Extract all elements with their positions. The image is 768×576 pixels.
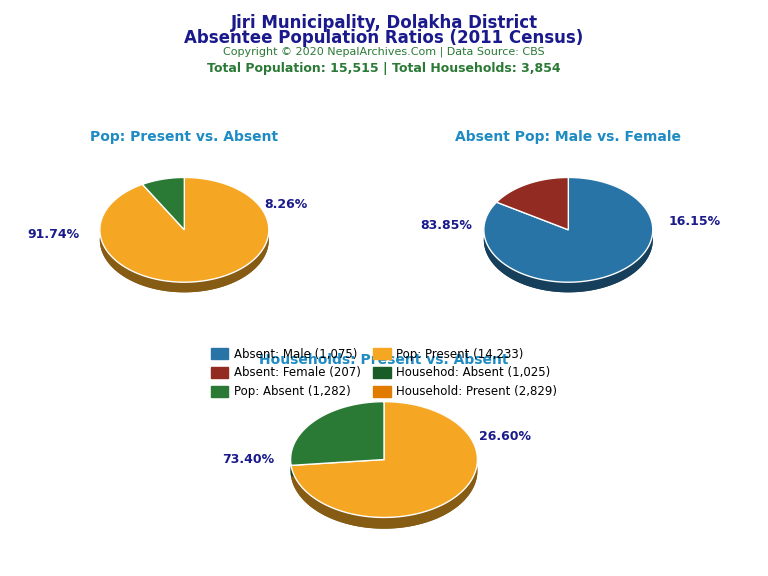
- Polygon shape: [100, 188, 269, 293]
- Polygon shape: [291, 401, 478, 529]
- Polygon shape: [100, 177, 269, 282]
- Text: Absent Pop: Male vs. Female: Absent Pop: Male vs. Female: [455, 130, 681, 144]
- Polygon shape: [291, 401, 478, 517]
- Polygon shape: [497, 188, 568, 240]
- Text: Jiri Municipality, Dolakha District: Jiri Municipality, Dolakha District: [230, 14, 538, 32]
- Polygon shape: [484, 177, 653, 293]
- Polygon shape: [291, 460, 384, 476]
- Text: Total Population: 15,515 | Total Households: 3,854: Total Population: 15,515 | Total Househo…: [207, 62, 561, 75]
- Text: 8.26%: 8.26%: [264, 198, 307, 211]
- Polygon shape: [290, 401, 384, 476]
- Polygon shape: [291, 413, 478, 529]
- Polygon shape: [290, 401, 384, 465]
- Polygon shape: [291, 460, 384, 476]
- Text: 16.15%: 16.15%: [669, 215, 721, 228]
- Text: Absentee Population Ratios (2011 Census): Absentee Population Ratios (2011 Census): [184, 29, 584, 47]
- Text: Copyright © 2020 NepalArchives.Com | Data Source: CBS: Copyright © 2020 NepalArchives.Com | Dat…: [223, 46, 545, 56]
- Text: Households: Present vs. Absent: Households: Present vs. Absent: [260, 353, 508, 367]
- Text: 73.40%: 73.40%: [223, 453, 275, 466]
- Polygon shape: [484, 177, 653, 282]
- Legend: Absent: Male (1,075), Absent: Female (207), Pop: Absent (1,282), Pop: Present (1: Absent: Male (1,075), Absent: Female (20…: [206, 343, 562, 403]
- Polygon shape: [484, 188, 653, 293]
- Polygon shape: [100, 177, 269, 293]
- Text: 26.60%: 26.60%: [479, 430, 531, 443]
- Polygon shape: [142, 188, 184, 240]
- Text: 83.85%: 83.85%: [420, 219, 472, 232]
- Polygon shape: [290, 413, 384, 476]
- Text: 91.74%: 91.74%: [28, 228, 79, 241]
- Polygon shape: [142, 177, 184, 230]
- Polygon shape: [497, 177, 568, 230]
- Text: Pop: Present vs. Absent: Pop: Present vs. Absent: [91, 130, 278, 144]
